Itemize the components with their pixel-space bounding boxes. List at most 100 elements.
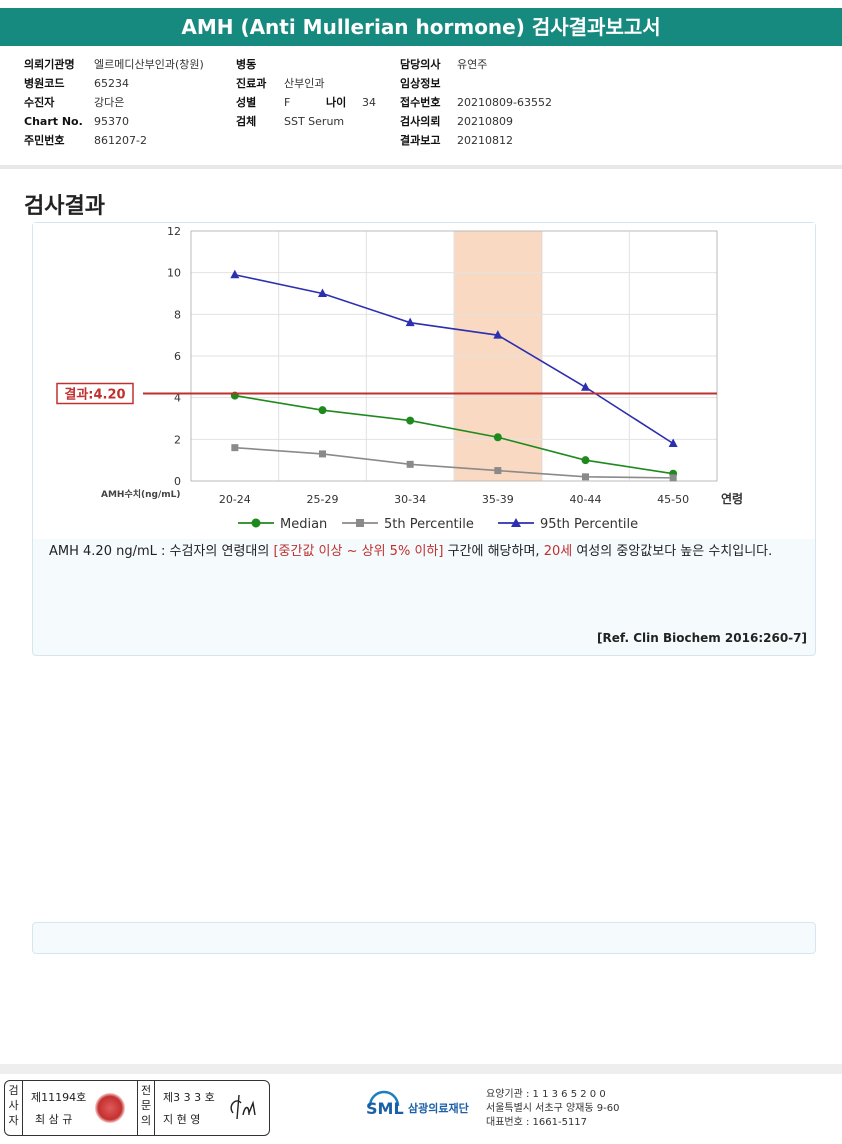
info-value: F <box>284 96 291 109</box>
interp-part3: 여성의 중앙값보다 높은 수치입니다. <box>572 544 773 559</box>
x-tick-label: 30-34 <box>394 493 426 506</box>
series-point <box>319 450 326 458</box>
series-point <box>669 474 677 482</box>
comment-box <box>32 922 816 954</box>
interp-part2: 구간에 해당하며, <box>443 544 544 559</box>
info-value: 861207-2 <box>94 134 147 147</box>
info-clinical: 임상정보 <box>400 75 457 93</box>
series-point <box>581 382 590 391</box>
report-title: AMH (Anti Mullerian hormone) 검사결과보고서 <box>0 8 842 46</box>
confirmer-tag: 전문의 <box>137 1081 155 1135</box>
amh-chart: 0 2 4 6 8 10 12 20-24 25-29 30-34 35-39 40-44 45-50 연… <box>56 225 743 532</box>
info-age: 나이 34 <box>326 94 376 112</box>
x-tick-label: 45-50 <box>657 493 689 506</box>
divider <box>0 165 842 169</box>
info-value: 34 <box>362 96 376 109</box>
signature-box: 검사자 제11194호 최 삼 규 전문의 제3 3 3 호 지 현 영 <box>4 1080 270 1136</box>
inst-line: 대표번호 : 1661-5117 <box>486 1117 588 1128</box>
info-label: 결과보고 <box>400 134 441 147</box>
info-value: 엘르메디산부인과(창원) <box>94 58 204 71</box>
sml-logo: SML 삼광의료재단 <box>364 1086 494 1126</box>
info-label: 임상정보 <box>400 77 441 90</box>
sml-logo-mark: SML 삼광의료재단 <box>366 1090 469 1118</box>
info-sex: 성별 F <box>236 94 290 112</box>
legend-label: 5th Percentile <box>384 517 474 532</box>
institution-info: 요양기관 : 1 1 3 6 5 2 0 0 서울특별시 서초구 양재동 9-6… <box>486 1088 619 1130</box>
info-label: 수진자 <box>24 96 55 109</box>
inspector-name: 최 삼 규 <box>35 1113 73 1126</box>
legend-marker <box>511 518 521 527</box>
y-tick-label: 8 <box>174 308 181 321</box>
plot-frame <box>190 230 718 482</box>
series-point <box>582 473 589 481</box>
info-label: 접수번호 <box>400 96 441 109</box>
logo-org-name: 삼광의료재단 <box>408 1101 469 1115</box>
info-specimen: 검체 SST Serum <box>236 113 344 131</box>
logo-text: SML <box>366 1099 404 1118</box>
info-label: 주민번호 <box>24 134 65 147</box>
interp-highlight-age: 20세 <box>543 544 573 559</box>
result-label-box <box>56 382 134 405</box>
info-label: 성별 <box>236 96 257 109</box>
info-label: 병원코드 <box>24 77 65 90</box>
x-tick-label: 40-44 <box>570 493 602 506</box>
info-request-date: 검사의뢰 20210809 <box>400 113 513 131</box>
series-point <box>493 433 502 442</box>
interp-highlight-range: [중간값 이상 ~ 상위 5% 이하] <box>273 544 444 559</box>
info-department: 진료과 산부인과 <box>236 75 324 93</box>
info-value: 유연주 <box>457 58 488 71</box>
interpretation-text: AMH 4.20 ng/mL : 수검자의 연령대의 [중간값 이상 ~ 상위 … <box>49 541 809 562</box>
info-value: 강다은 <box>94 96 125 109</box>
x-tick-label: 20-24 <box>219 493 251 506</box>
x-tick-label: 35-39 <box>482 493 514 506</box>
confirmer-name: 지 현 영 <box>163 1113 201 1126</box>
legend-marker <box>356 519 364 527</box>
footer-divider <box>0 1064 842 1074</box>
info-doctor: 담당의사 유연주 <box>400 56 487 74</box>
info-institution: 의뢰기관명 엘르메디산부인과(창원) <box>24 56 204 74</box>
y-tick-label: 0 <box>174 475 181 488</box>
info-patient: 수진자 강다은 <box>24 94 124 112</box>
legend-marker <box>251 518 261 528</box>
info-value: 20210809 <box>457 115 513 128</box>
info-ward: 병동 <box>236 56 284 74</box>
series-point <box>494 467 502 475</box>
series-point <box>405 317 415 327</box>
signature-image <box>230 1094 256 1120</box>
y-tick-label: 2 <box>174 433 181 446</box>
series-point <box>581 456 590 465</box>
result-panel: 0 2 4 6 8 10 12 20-24 25-29 30-34 35-39 40-44 45-50 연… <box>32 222 816 656</box>
info-label: 병동 <box>236 58 257 71</box>
info-label: 담당의사 <box>400 58 441 71</box>
series-point <box>493 330 503 339</box>
info-value: 95370 <box>94 115 129 128</box>
info-value: 20210812 <box>457 134 513 147</box>
series-point <box>230 269 240 279</box>
info-value: SST Serum <box>284 115 345 128</box>
info-value: 산부인과 <box>284 77 325 90</box>
info-label: 나이 <box>326 96 347 109</box>
info-label: 검사의뢰 <box>400 115 441 128</box>
series-point <box>318 288 327 297</box>
y-tick-label: 10 <box>167 267 181 280</box>
series-point <box>406 460 414 468</box>
info-label: 의뢰기관명 <box>24 58 75 71</box>
y-tick-label: 12 <box>167 225 181 238</box>
confirmer-number: 제3 3 3 호 <box>163 1091 215 1104</box>
result-label: 결과:4.20 <box>64 387 125 403</box>
info-value: 20210809-63552 <box>457 96 552 109</box>
info-resident-no: 주민번호 861207-2 <box>24 132 147 150</box>
series-point <box>318 406 327 415</box>
info-hospital-code: 병원코드 65234 <box>24 75 129 93</box>
seal-stamp <box>95 1093 125 1123</box>
inst-line: 서울특별시 서초구 양재동 9-60 <box>486 1103 620 1114</box>
info-value: 65234 <box>94 77 129 90</box>
series-point <box>668 438 678 447</box>
series-point <box>231 444 239 452</box>
y-axis-label: AMH수치(ng/mL) <box>101 488 181 500</box>
reference-citation: [Ref. Clin Biochem 2016:260-7] <box>597 631 807 645</box>
inspector-number: 제11194호 <box>31 1091 87 1104</box>
y-tick-label: 4 <box>174 392 181 405</box>
x-tick-label: 25-29 <box>307 493 339 506</box>
inspector-tag: 검사자 <box>5 1081 23 1135</box>
